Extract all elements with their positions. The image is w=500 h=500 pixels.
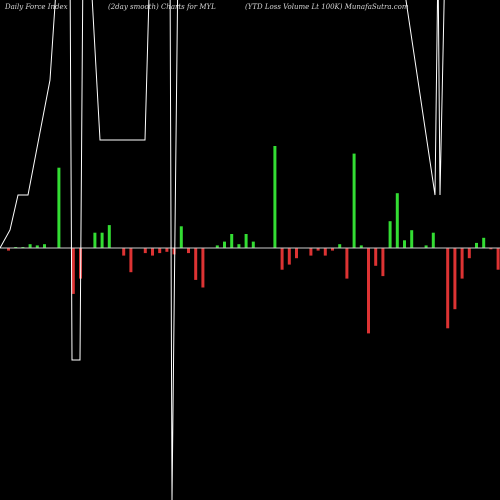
- negative-bar: [151, 248, 154, 256]
- positive-bar: [475, 242, 478, 248]
- positive-bar: [223, 241, 226, 248]
- positive-bar: [57, 167, 61, 248]
- negative-bar: [295, 248, 298, 259]
- positive-bar: [424, 245, 428, 248]
- negative-bar: [381, 248, 385, 277]
- negative-bar: [129, 248, 133, 273]
- negative-bar: [367, 248, 370, 334]
- positive-bar: [359, 245, 363, 248]
- negative-bar: [287, 248, 291, 265]
- positive-bar: [273, 146, 277, 248]
- negative-bar: [122, 248, 126, 256]
- positive-bar: [230, 234, 234, 248]
- negative-bar: [309, 248, 313, 256]
- negative-bar: [467, 248, 471, 259]
- positive-bar: [215, 245, 219, 248]
- negative-bar: [374, 248, 378, 266]
- negative-bar: [323, 248, 327, 256]
- positive-bar: [395, 193, 399, 248]
- positive-bar: [338, 244, 342, 248]
- positive-bar: [482, 237, 486, 248]
- bars-group: [7, 146, 500, 334]
- negative-bar: [453, 248, 457, 310]
- negative-bar: [331, 248, 334, 251]
- chart-title-left: Daily Force Index: [5, 3, 68, 11]
- positive-bar: [410, 230, 414, 248]
- positive-bar: [431, 232, 435, 248]
- negative-bar: [71, 248, 75, 294]
- chart-title-middle: (2day smooth) Charts for MYL: [108, 3, 216, 11]
- positive-bar: [251, 241, 255, 248]
- negative-bar: [201, 248, 205, 288]
- positive-bar: [107, 225, 111, 248]
- positive-bar: [403, 240, 406, 248]
- chart-title-right: (YTD Loss Volume Lt 100K) MunafaSutra.co…: [245, 3, 409, 11]
- negative-bar: [460, 248, 464, 279]
- positive-bar: [93, 232, 97, 248]
- negative-bar: [194, 248, 198, 280]
- positive-bar: [100, 232, 104, 248]
- negative-bar: [165, 248, 169, 252]
- negative-bar: [345, 248, 349, 279]
- positive-bar: [28, 244, 32, 248]
- negative-bar: [496, 248, 500, 270]
- negative-bar: [280, 248, 284, 270]
- positive-bar: [388, 221, 392, 248]
- negative-bar: [7, 248, 10, 251]
- negative-bar: [446, 248, 450, 329]
- positive-bar: [237, 244, 241, 248]
- positive-bar: [244, 234, 248, 248]
- positive-bar: [43, 244, 46, 248]
- trend-line: [0, 0, 445, 500]
- positive-bar: [179, 226, 183, 248]
- negative-bar: [158, 248, 162, 254]
- positive-bar: [352, 153, 356, 248]
- negative-bar: [187, 248, 190, 254]
- negative-bar: [489, 248, 493, 250]
- negative-bar: [143, 248, 147, 254]
- negative-bar: [316, 248, 320, 251]
- positive-bar: [35, 245, 39, 248]
- negative-bar: [172, 248, 176, 255]
